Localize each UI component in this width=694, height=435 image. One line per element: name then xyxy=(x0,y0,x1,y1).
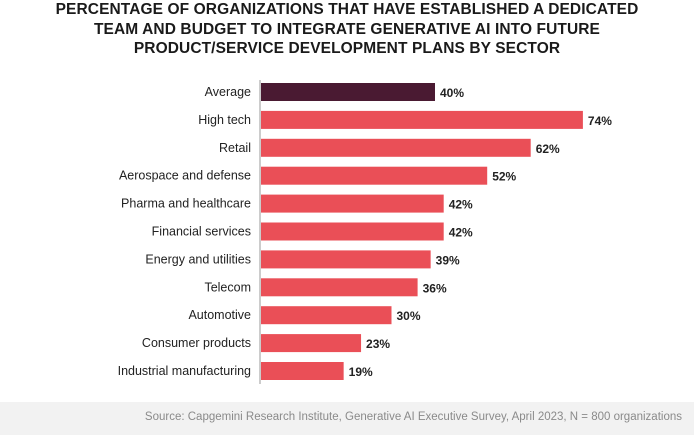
bar xyxy=(261,362,344,380)
value-label: 74% xyxy=(588,114,612,128)
category-label: Aerospace and defense xyxy=(119,169,251,183)
value-label: 23% xyxy=(366,337,390,351)
category-label: Average xyxy=(205,85,251,99)
category-label: High tech xyxy=(198,113,251,127)
value-label: 36% xyxy=(423,281,447,295)
value-label: 42% xyxy=(449,226,473,240)
value-label: 52% xyxy=(492,170,516,184)
value-label: 62% xyxy=(536,142,560,156)
bar-average xyxy=(261,83,435,101)
chart-title: PERCENTAGE OF ORGANIZATIONS THAT HAVE ES… xyxy=(0,0,694,59)
source-footer: Source: Capgemini Research Institute, Ge… xyxy=(0,402,694,435)
bar xyxy=(261,306,392,325)
bar xyxy=(261,278,418,297)
category-label: Financial services xyxy=(152,225,251,239)
category-label: Energy and utilities xyxy=(145,252,251,266)
value-label: 42% xyxy=(449,198,473,212)
category-label: Telecom xyxy=(204,280,251,294)
value-label: 30% xyxy=(397,309,421,323)
value-label: 39% xyxy=(436,253,460,267)
source-note: Source: Capgemini Research Institute, Ge… xyxy=(144,411,682,423)
category-label: Consumer products xyxy=(142,336,251,350)
category-label: Industrial manufacturing xyxy=(118,364,251,378)
bar xyxy=(261,194,444,213)
bar-chart: Average 40% High tech 74% Retail 62% Aerospace… xyxy=(118,80,612,384)
bar xyxy=(261,250,431,269)
bar xyxy=(261,222,444,241)
bar xyxy=(261,138,531,157)
category-label: Retail xyxy=(219,141,251,155)
value-label: 19% xyxy=(349,365,373,379)
bar xyxy=(261,166,488,185)
value-label: 40% xyxy=(440,86,464,100)
bar xyxy=(261,110,583,129)
chart-title-line-3: PRODUCT/SERVICE DEVELOPMENT PLANS BY SEC… xyxy=(133,40,561,57)
chart-title-line-2: TEAM AND BUDGET TO INTEGRATE GENERATIVE … xyxy=(93,20,600,38)
chart-title-line-1: PERCENTAGE OF ORGANIZATIONS THAT HAVE ES… xyxy=(55,1,639,18)
category-label: Pharma and healthcare xyxy=(121,197,251,211)
category-label: Automotive xyxy=(188,308,251,322)
bar xyxy=(261,334,362,353)
